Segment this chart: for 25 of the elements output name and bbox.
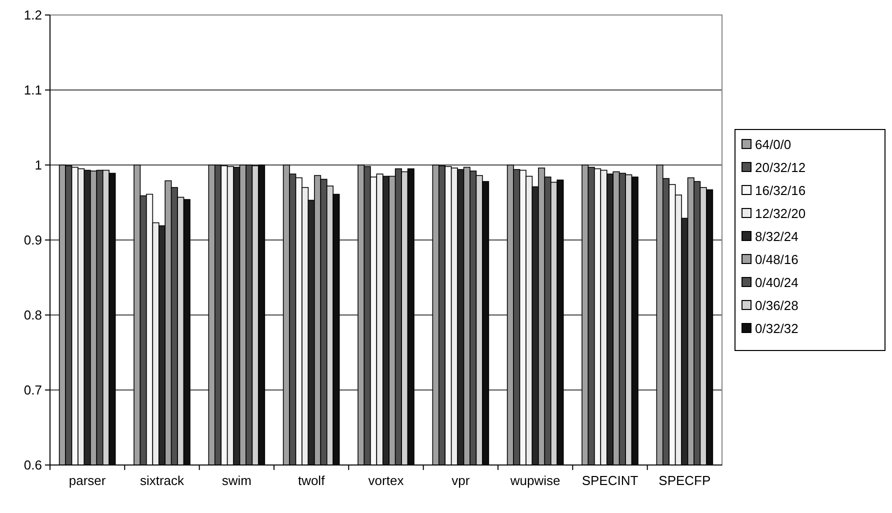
legend-label: 16/32/16 [755, 183, 806, 198]
legend-label: 0/32/32 [755, 321, 798, 336]
legend-label: 8/32/24 [755, 229, 798, 244]
legend-label: 12/32/20 [755, 206, 806, 222]
legend-label: 64/0/0 [755, 137, 792, 152]
x-tick-label: vortex [368, 473, 404, 488]
x-tick-label: twolf [298, 473, 326, 488]
x-tick-label: vpr [452, 473, 470, 488]
y-tick-label: 0.9 [24, 232, 42, 248]
x-tick-label: sixtrack [140, 473, 185, 488]
x-tick-label: parser [68, 473, 106, 488]
x-tick-label: SPECINT [582, 473, 638, 488]
y-tick-label: 0.6 [24, 458, 42, 473]
x-tick-label: SPECFP [658, 473, 711, 488]
y-tick-label: 0.8 [24, 308, 42, 323]
legend-label: 20/32/12 [755, 160, 806, 176]
y-tick-label: 1 [34, 158, 42, 173]
legend-label: 0/48/16 [755, 252, 798, 268]
legend-label: 0/36/28 [755, 298, 798, 314]
x-tick-label: wupwise [509, 473, 560, 488]
legend-label: 0/40/24 [755, 275, 798, 290]
x-tick-label: swim [222, 473, 252, 488]
y-tick-label: 1.2 [24, 8, 42, 23]
y-tick-label: 1.1 [24, 82, 42, 98]
y-tick-label: 0.7 [24, 382, 42, 398]
